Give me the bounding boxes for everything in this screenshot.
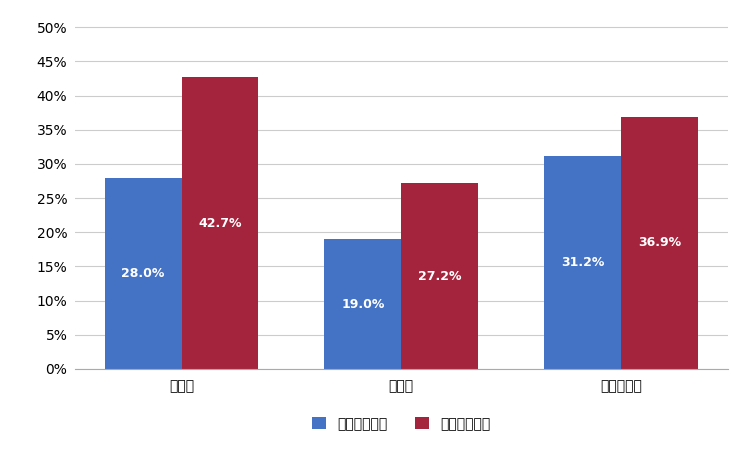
Text: 28.0%: 28.0%	[122, 267, 165, 280]
Bar	[105, 178, 182, 369]
Bar	[401, 183, 478, 369]
Text: 36.9%: 36.9%	[638, 236, 681, 249]
Text: 31.2%: 31.2%	[561, 256, 604, 269]
Text: 27.2%: 27.2%	[418, 270, 461, 283]
Legend: 新規大学卒業, 新規高校卒業: 新規大学卒業, 新規高校卒業	[307, 411, 496, 436]
Text: 19.0%: 19.0%	[341, 297, 385, 310]
Bar	[621, 117, 698, 369]
Bar	[324, 239, 401, 369]
Bar	[182, 77, 259, 369]
Text: 42.7%: 42.7%	[198, 216, 242, 230]
Bar	[544, 156, 621, 369]
